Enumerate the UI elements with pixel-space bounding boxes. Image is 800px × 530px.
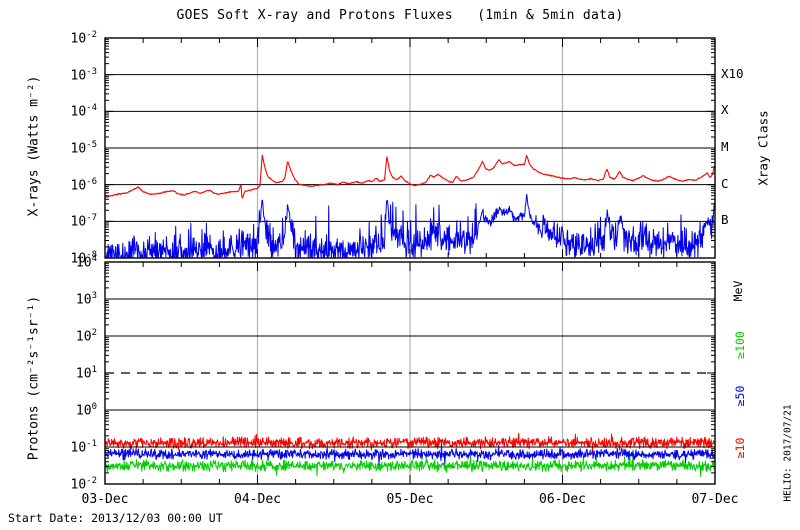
xray-class-axis-label: Xray Class (755, 110, 771, 186)
xray-y-tick-label: 10-8 (70, 250, 98, 267)
xray-class-letter: M (721, 139, 729, 154)
xray-y-tick-label: 10-6 (70, 176, 98, 193)
x-tick-label: 03-Dec (81, 492, 129, 507)
xray-y-tick-label: 10-3 (70, 66, 98, 83)
xray-class-letter: X (721, 102, 729, 118)
proton-y-tick-label: 10-2 (70, 476, 98, 493)
proton-y-tick-label: 10-1 (70, 439, 98, 456)
x-tick-label: 07-Dec (691, 492, 739, 507)
x-tick-label: 04-Dec (234, 492, 281, 507)
proton-energy-label: ≥10 (733, 437, 747, 459)
xray-y-tick-label: 10-7 (70, 213, 98, 230)
mev-unit-label: MeV (731, 280, 745, 302)
proton-y-tick-label: 100 (75, 402, 97, 419)
xray-y-tick-label: 10-4 (70, 103, 98, 120)
xray-y-tick-label: 10-5 (70, 140, 98, 157)
xray-class-letter: B (721, 212, 729, 228)
proton-y-tick-label: 101 (75, 365, 97, 382)
proton-y-tick-label: 104 (75, 254, 97, 271)
xray-class-letter: C (721, 175, 729, 191)
start-date-label: Start Date: 2013/12/03 00:00 UT (8, 511, 223, 525)
x-tick-label: 05-Dec (386, 492, 434, 507)
proton-energy-label: ≥100 (733, 331, 747, 359)
proton-y-tick-label: 103 (75, 291, 97, 308)
proton-y-tick-label: 102 (75, 328, 97, 345)
proton-y-axis-label: Protons (cm⁻²s⁻¹sr⁻¹) (26, 295, 42, 461)
chart-title: GOES Soft X-ray and Protons Fluxes (1min… (176, 8, 624, 23)
xray-y-tick-label: 10-2 (70, 30, 98, 47)
xray-y-axis-label: X-rays (Watts m⁻²) (26, 75, 42, 217)
proton-energy-label: ≥50 (733, 385, 747, 407)
x-tick-label: 06-Dec (539, 492, 586, 507)
xray-class-letter: X10 (721, 65, 744, 81)
credit-watermark: HELIO: 2017/07/21 (782, 404, 794, 502)
